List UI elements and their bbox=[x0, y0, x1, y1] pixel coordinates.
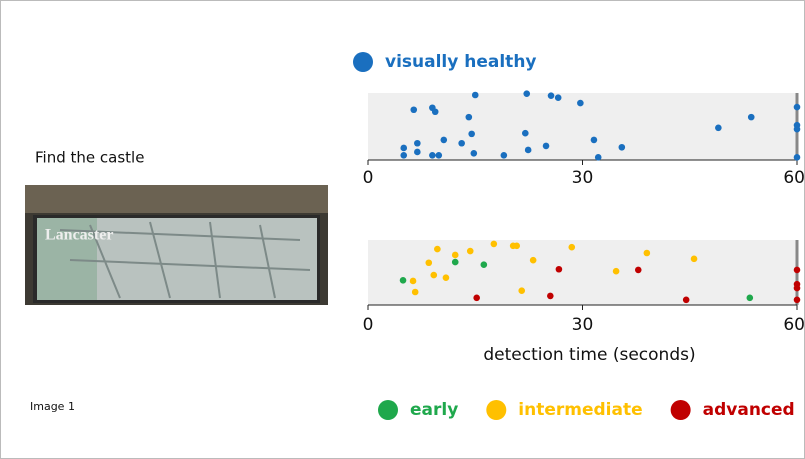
point bbox=[568, 243, 576, 251]
point bbox=[480, 261, 488, 269]
point bbox=[523, 90, 531, 97]
point bbox=[410, 106, 418, 114]
point bbox=[458, 139, 465, 147]
point bbox=[471, 91, 479, 99]
point bbox=[643, 249, 651, 257]
point bbox=[682, 296, 690, 304]
svg-text:Lancaster: Lancaster bbox=[45, 227, 113, 244]
point bbox=[793, 154, 801, 161]
point bbox=[409, 277, 417, 285]
x-axis-label: detection time (seconds) bbox=[483, 345, 695, 365]
point bbox=[442, 274, 450, 282]
point bbox=[522, 129, 529, 137]
point bbox=[399, 277, 407, 284]
x-tick-label: 60 bbox=[783, 168, 805, 188]
point bbox=[430, 271, 438, 279]
x-tick-label: 60 bbox=[783, 315, 805, 335]
point bbox=[411, 288, 419, 296]
point bbox=[451, 251, 459, 259]
point bbox=[793, 125, 801, 133]
legend-marker bbox=[670, 400, 691, 420]
legend-label: intermediate bbox=[518, 400, 642, 420]
point bbox=[435, 152, 443, 159]
legend-label: advanced bbox=[703, 400, 795, 420]
point bbox=[715, 124, 722, 132]
point bbox=[793, 296, 801, 304]
x-tick-label: 30 bbox=[572, 315, 594, 335]
point bbox=[554, 94, 562, 101]
point bbox=[414, 139, 421, 147]
point bbox=[500, 152, 508, 159]
point bbox=[793, 266, 801, 274]
point bbox=[518, 287, 526, 295]
point bbox=[465, 113, 473, 121]
point bbox=[490, 240, 498, 248]
legend-label: visually healthy bbox=[385, 52, 537, 72]
point bbox=[618, 143, 626, 151]
point bbox=[690, 255, 698, 263]
point bbox=[414, 148, 421, 156]
point bbox=[431, 108, 439, 116]
point bbox=[425, 259, 433, 267]
point bbox=[400, 144, 408, 152]
x-tick-label: 0 bbox=[363, 168, 374, 188]
point bbox=[634, 266, 642, 274]
point bbox=[440, 136, 448, 144]
legend-label: early bbox=[410, 400, 458, 420]
point bbox=[400, 152, 408, 159]
point bbox=[466, 247, 474, 255]
point bbox=[747, 113, 755, 121]
legend-marker bbox=[378, 400, 398, 420]
point bbox=[468, 130, 475, 138]
point bbox=[513, 242, 521, 250]
x-tick-label: 0 bbox=[363, 315, 374, 335]
point bbox=[434, 245, 441, 253]
point bbox=[746, 294, 754, 302]
point bbox=[542, 142, 550, 150]
point bbox=[429, 152, 436, 159]
x-tick-label: 30 bbox=[572, 168, 594, 188]
point bbox=[612, 267, 620, 275]
point bbox=[577, 99, 584, 107]
legend-marker bbox=[486, 400, 507, 420]
prompt: Find the castle bbox=[35, 149, 144, 167]
point bbox=[590, 136, 598, 144]
point bbox=[555, 265, 563, 273]
point bbox=[529, 256, 537, 264]
point bbox=[793, 284, 801, 292]
point bbox=[594, 154, 602, 161]
photo: Lancaster bbox=[25, 185, 328, 305]
point bbox=[473, 294, 480, 302]
point bbox=[793, 103, 801, 111]
point bbox=[547, 92, 555, 99]
legend-marker bbox=[353, 52, 373, 72]
point bbox=[451, 258, 459, 266]
point bbox=[547, 292, 554, 300]
point bbox=[524, 146, 532, 154]
point bbox=[470, 150, 478, 157]
caption: Image 1 bbox=[30, 400, 75, 413]
